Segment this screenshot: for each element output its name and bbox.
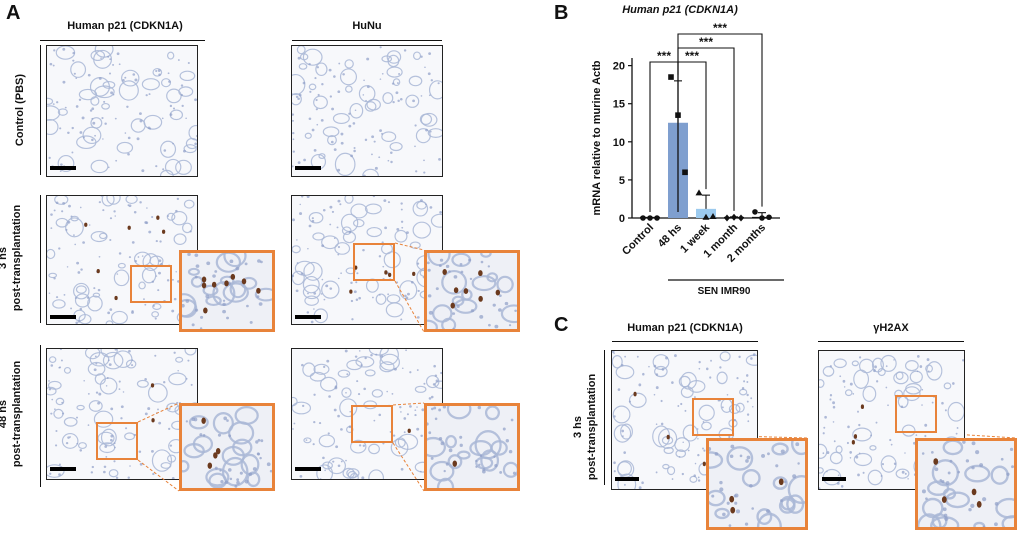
significance-label: ***: [699, 35, 713, 49]
data-point: [640, 215, 646, 221]
region-of-interest-box: [895, 395, 937, 433]
panel-c-col-header-p21: Human p21 (CDKN1A): [627, 322, 743, 334]
row-label-line: post-transplantation: [586, 373, 598, 481]
y-tick-label: 5: [619, 175, 625, 187]
panel-a-row-line-2: [40, 195, 41, 323]
scale-bar: [295, 166, 321, 170]
panel-a-image-control-p21: [46, 45, 198, 177]
region-of-interest-box: [692, 398, 734, 436]
panel-a-zoom-3hs-hunu: [424, 250, 520, 332]
x-tick-label: Control: [620, 222, 656, 258]
bar-1-week: [696, 208, 716, 218]
panel-a-image-48hs-p21: [46, 348, 198, 480]
scale-bar: [822, 477, 846, 481]
region-of-interest-box: [96, 422, 138, 460]
scale-bar: [50, 467, 76, 471]
y-axis-label: mRNA relative to murine Actb: [591, 60, 603, 215]
panel-a-col-line-p21: [40, 40, 205, 41]
panel-a-letter: A: [6, 2, 21, 24]
panel-c-col-line-gh2ax: [818, 341, 964, 342]
panel-a-row-label-48hs: 48 hs post-transplantation: [0, 349, 24, 479]
panel-a-image-control-hunu: [291, 45, 443, 177]
row-label-line: 48 hs: [0, 399, 9, 429]
panel-c-zoom-p21: [706, 438, 808, 530]
row-label-line: Control (PBS): [14, 73, 26, 147]
data-point: [668, 74, 674, 80]
group-label: SEN IMR90: [698, 286, 751, 297]
panel-a-zoom-48hs-p21: [179, 403, 275, 491]
panel-a-row-label-3hs: 3 hs post-transplantation: [0, 193, 24, 323]
significance-label: ***: [713, 21, 727, 35]
region-of-interest-box: [351, 405, 393, 443]
data-point: [724, 214, 730, 222]
panel-a-col-line-hunu: [292, 40, 442, 41]
data-point: [738, 214, 744, 222]
data-point: [654, 215, 660, 221]
panel-c-col-line-p21: [612, 341, 758, 342]
scale-bar: [50, 315, 76, 319]
significance-label: ***: [657, 49, 671, 63]
region-of-interest-box: [130, 265, 172, 303]
region-of-interest-box: [353, 243, 395, 281]
panel-a-col-header-p21: Human p21 (CDKN1A): [67, 20, 183, 32]
data-point: [766, 214, 772, 221]
y-tick-label: 0: [619, 213, 625, 225]
panel-a-row-line-1: [40, 45, 41, 175]
significance-label: ***: [685, 49, 699, 63]
data-point: [731, 213, 737, 221]
data-point: [682, 169, 688, 176]
panel-b-letter: B: [554, 2, 569, 24]
data-point: [759, 215, 765, 221]
significance-bracket: [677, 33, 763, 212]
scale-bar: [295, 315, 321, 319]
data-point: [702, 213, 710, 220]
row-label-line: post-transplantation: [11, 360, 23, 468]
y-tick-label: 15: [613, 99, 625, 111]
y-tick-label: 10: [613, 137, 625, 149]
data-point: [752, 209, 758, 215]
row-label-line: 3 hs: [572, 416, 584, 439]
data-point: [647, 215, 653, 221]
chart-title: Human p21 (CDKN1A): [622, 4, 738, 16]
panel-c-row-label-3hs: 3 hs post-transplantation: [571, 352, 599, 502]
panel-c-col-header-gh2ax: γH2AX: [873, 322, 909, 334]
panel-c-row-line: [604, 350, 605, 485]
y-tick-label: 20: [613, 61, 625, 73]
panel-a-zoom-3hs-p21: [179, 250, 275, 332]
panel-c-letter: C: [554, 314, 569, 336]
scale-bar: [615, 477, 639, 481]
panel-b-bar-chart: Human p21 (CDKN1A) mRNA relative to murin…: [591, 4, 784, 297]
panel-a-image-3hs-p21: [46, 195, 198, 325]
panel-a-col-header-hunu: HuNu: [352, 20, 382, 32]
data-point: [709, 212, 717, 219]
panel-c-zoom-gh2ax: [915, 438, 1017, 530]
scale-bar: [295, 467, 321, 471]
panel-a-row-label-control: Control (PBS): [13, 45, 27, 175]
row-label-line: 3 hs: [0, 247, 9, 269]
row-label-line: post-transplantation: [11, 204, 23, 312]
data-point: [695, 189, 703, 196]
scale-bar: [50, 166, 76, 170]
panel-a-zoom-48hs-hunu: [424, 403, 520, 491]
panel-a-row-line-3: [40, 345, 41, 487]
